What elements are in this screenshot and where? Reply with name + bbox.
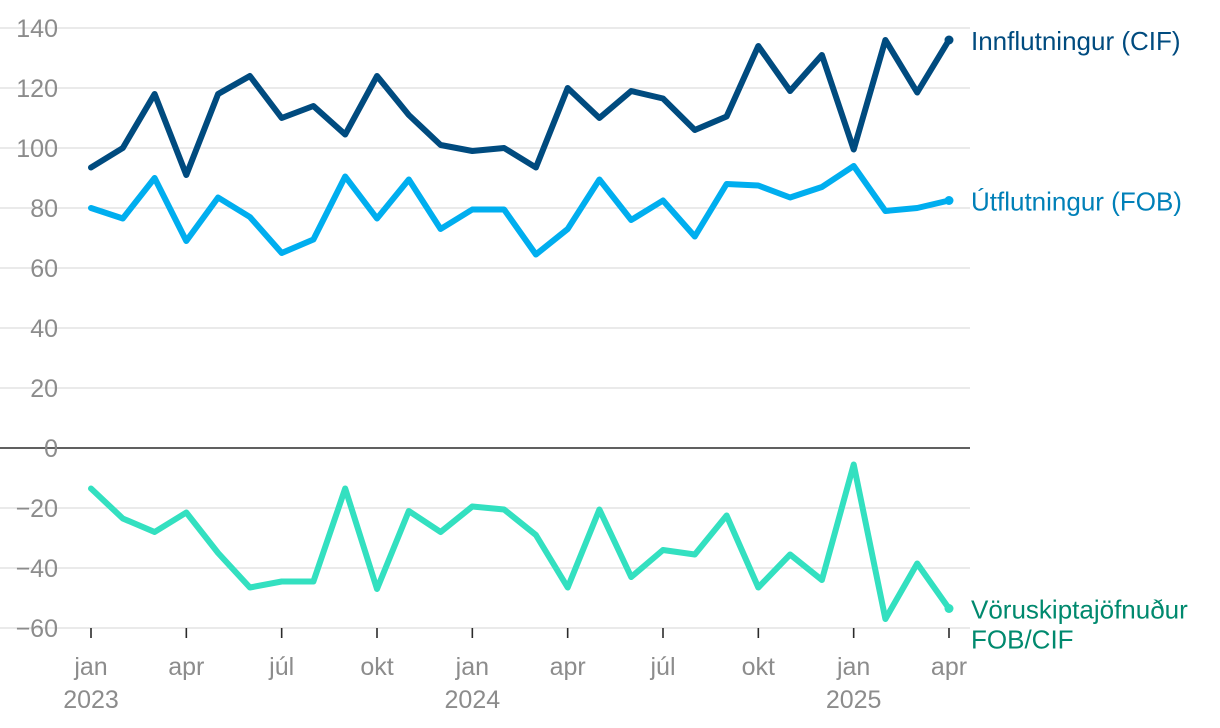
x-tick-month: apr — [550, 653, 586, 681]
series-line-0 — [88, 37, 952, 178]
y-tick-label: 20 — [30, 375, 58, 403]
x-tick-month: apr — [931, 653, 967, 681]
x-tick-month: júl — [649, 653, 675, 681]
y-tick-label: 80 — [30, 195, 58, 223]
series-line-1 — [88, 163, 952, 258]
x-tick-year: 2024 — [445, 686, 501, 714]
x-tick-year: 2023 — [63, 686, 119, 714]
series-label: Vöruskiptajöfnuður — [971, 595, 1188, 625]
series-label: Útflutningur (FOB) — [971, 187, 1182, 217]
x-tick-month: jan — [73, 653, 107, 681]
x-tick-month: okt — [360, 653, 393, 681]
y-axis-ticks: −60 −40 −20 0 20 40 60 80 100 120 140 — [16, 15, 58, 643]
y-tick-label: 40 — [30, 315, 58, 343]
y-tick-label: 140 — [16, 15, 58, 43]
series-label: FOB/CIF — [971, 625, 1074, 655]
x-tick-month: jan — [455, 653, 489, 681]
y-tick-label: −40 — [16, 555, 58, 583]
series-line-2 — [88, 461, 952, 622]
gridlines — [0, 27, 970, 629]
y-tick-label: −20 — [16, 495, 58, 523]
series-lines — [88, 35, 954, 622]
series-end-point — [944, 604, 954, 613]
x-tick-year: 2025 — [826, 686, 882, 714]
x-tick-month: jan — [836, 653, 870, 681]
y-tick-label: 100 — [16, 135, 58, 163]
series-end-point — [944, 35, 954, 45]
y-tick-label: 120 — [16, 75, 58, 103]
series-labels: Innflutningur (CIF) Útflutningur (FOB) Vör… — [971, 26, 1188, 655]
series-end-point — [944, 196, 954, 205]
y-tick-label: −60 — [16, 615, 58, 643]
series-label: Innflutningur (CIF) — [971, 26, 1181, 56]
x-tick-month: okt — [742, 653, 775, 681]
x-tick-month: apr — [168, 653, 204, 681]
x-tick-month: júl — [268, 653, 294, 681]
y-tick-label: 60 — [30, 255, 58, 283]
x-axis-ticks: jan 2023 apr júl okt jan 2024 apr júl okt jan 2025 a… — [63, 628, 967, 714]
y-tick-label: 0 — [44, 435, 58, 463]
